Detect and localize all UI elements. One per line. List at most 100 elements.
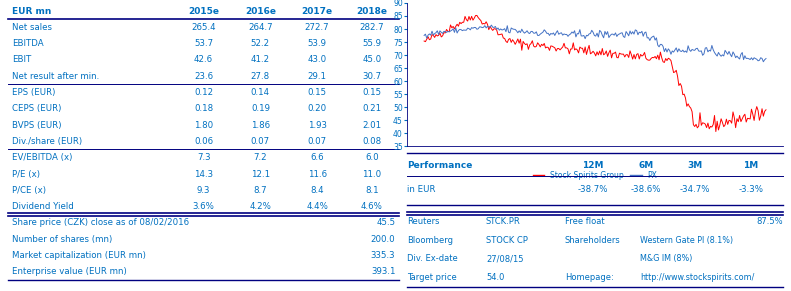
- Text: -3.3%: -3.3%: [739, 185, 763, 194]
- Text: 11.0: 11.0: [362, 170, 381, 178]
- Text: 1M: 1M: [744, 161, 759, 170]
- Text: 27/08/15: 27/08/15: [486, 254, 524, 263]
- Text: Net sales: Net sales: [12, 23, 52, 32]
- Text: 1.80: 1.80: [194, 121, 214, 129]
- Text: 30.7: 30.7: [362, 72, 381, 81]
- Text: 0.06: 0.06: [194, 137, 214, 146]
- Text: 393.1: 393.1: [371, 267, 396, 276]
- Text: 54.0: 54.0: [486, 273, 505, 282]
- Text: 0.20: 0.20: [308, 104, 327, 113]
- Text: -38.7%: -38.7%: [578, 185, 608, 194]
- Text: 8.7: 8.7: [254, 186, 267, 195]
- Text: EUR mn: EUR mn: [12, 7, 51, 15]
- Text: 2016e: 2016e: [245, 7, 276, 15]
- Text: BVPS (EUR): BVPS (EUR): [12, 121, 62, 129]
- Text: 0.21: 0.21: [362, 104, 381, 113]
- Text: P/CE (x): P/CE (x): [12, 186, 46, 195]
- Text: 7.3: 7.3: [197, 153, 210, 162]
- Text: 3.6%: 3.6%: [193, 202, 214, 211]
- Text: 12M: 12M: [582, 161, 604, 170]
- Text: 45.0: 45.0: [362, 56, 381, 64]
- Text: in EUR: in EUR: [407, 185, 436, 194]
- Text: 0.15: 0.15: [362, 88, 381, 97]
- Text: 3M: 3M: [687, 161, 702, 170]
- Text: 335.3: 335.3: [371, 251, 396, 260]
- Text: 0.07: 0.07: [308, 137, 327, 146]
- Text: 8.4: 8.4: [310, 186, 324, 195]
- Text: 27.8: 27.8: [251, 72, 270, 81]
- Text: 2018e: 2018e: [357, 7, 388, 15]
- Text: 264.7: 264.7: [248, 23, 273, 32]
- Text: -34.7%: -34.7%: [679, 185, 710, 194]
- Text: 0.14: 0.14: [251, 88, 270, 97]
- Text: 0.18: 0.18: [194, 104, 214, 113]
- Text: Share price (CZK) close as of 08/02/2016: Share price (CZK) close as of 08/02/2016: [12, 219, 189, 227]
- Text: EBITDA: EBITDA: [12, 39, 44, 48]
- Text: EV/EBITDA (x): EV/EBITDA (x): [12, 153, 72, 162]
- Text: Div./share (EUR): Div./share (EUR): [12, 137, 82, 146]
- Text: Homepage:: Homepage:: [565, 273, 614, 282]
- Text: 2015e: 2015e: [188, 7, 219, 15]
- Text: 0.12: 0.12: [194, 88, 214, 97]
- Text: 6.6: 6.6: [310, 153, 324, 162]
- Text: Number of shares (mn): Number of shares (mn): [12, 235, 112, 244]
- Text: 14.3: 14.3: [194, 170, 214, 178]
- Text: 12.1: 12.1: [251, 170, 270, 178]
- Text: 7.2: 7.2: [254, 153, 267, 162]
- Text: 4.4%: 4.4%: [306, 202, 328, 211]
- Text: 1.93: 1.93: [308, 121, 327, 129]
- Text: 2017e: 2017e: [301, 7, 333, 15]
- Text: EBIT: EBIT: [12, 56, 31, 64]
- Text: STOCK CP: STOCK CP: [486, 235, 528, 244]
- Text: 41.2: 41.2: [251, 56, 270, 64]
- Text: STCK.PR: STCK.PR: [486, 217, 520, 226]
- Text: 11.6: 11.6: [308, 170, 327, 178]
- Text: 87.5%: 87.5%: [756, 217, 783, 226]
- Text: 265.4: 265.4: [191, 23, 216, 32]
- Text: Enterprise value (EUR mn): Enterprise value (EUR mn): [12, 267, 127, 276]
- Text: 53.7: 53.7: [194, 39, 214, 48]
- Text: 282.7: 282.7: [360, 23, 384, 32]
- Text: http://www.stockspirits.com/: http://www.stockspirits.com/: [640, 273, 755, 282]
- Text: EPS (EUR): EPS (EUR): [12, 88, 55, 97]
- Text: 6.0: 6.0: [365, 153, 379, 162]
- Text: 200.0: 200.0: [371, 235, 396, 244]
- Text: Western Gate PI (8.1%): Western Gate PI (8.1%): [640, 235, 733, 244]
- Text: Performance: Performance: [407, 161, 472, 170]
- Text: Shareholders: Shareholders: [565, 235, 621, 244]
- Text: 45.5: 45.5: [377, 219, 396, 227]
- Text: 1.86: 1.86: [251, 121, 270, 129]
- Text: P/E (x): P/E (x): [12, 170, 40, 178]
- Text: 0.19: 0.19: [251, 104, 270, 113]
- Text: 272.7: 272.7: [305, 23, 329, 32]
- Text: Div. Ex-date: Div. Ex-date: [407, 254, 458, 263]
- Text: Target price: Target price: [407, 273, 456, 282]
- Text: Dividend Yield: Dividend Yield: [12, 202, 74, 211]
- Text: Market capitalization (EUR mn): Market capitalization (EUR mn): [12, 251, 146, 260]
- Text: M&G IM (8%): M&G IM (8%): [640, 254, 693, 263]
- Text: 8.1: 8.1: [365, 186, 379, 195]
- Text: Net result after min.: Net result after min.: [12, 72, 99, 81]
- Text: 4.2%: 4.2%: [249, 202, 271, 211]
- Text: 53.9: 53.9: [308, 39, 327, 48]
- Text: 0.07: 0.07: [251, 137, 270, 146]
- Text: 0.15: 0.15: [308, 88, 327, 97]
- Text: 2.01: 2.01: [362, 121, 381, 129]
- Title: 52 weeks: 52 weeks: [572, 0, 619, 2]
- Text: 43.0: 43.0: [308, 56, 327, 64]
- Text: 42.6: 42.6: [194, 56, 214, 64]
- Text: Bloomberg: Bloomberg: [407, 235, 453, 244]
- Text: -38.6%: -38.6%: [630, 185, 661, 194]
- Text: 23.6: 23.6: [194, 72, 214, 81]
- Text: 4.6%: 4.6%: [361, 202, 383, 211]
- Legend: Stock Spirits Group, PX: Stock Spirits Group, PX: [529, 168, 660, 183]
- Text: 55.9: 55.9: [362, 39, 381, 48]
- Text: Free float: Free float: [565, 217, 604, 226]
- Text: CEPS (EUR): CEPS (EUR): [12, 104, 61, 113]
- Text: 9.3: 9.3: [197, 186, 210, 195]
- Text: 0.08: 0.08: [362, 137, 381, 146]
- Text: 52.2: 52.2: [251, 39, 270, 48]
- Text: 29.1: 29.1: [308, 72, 327, 81]
- Text: Reuters: Reuters: [407, 217, 440, 226]
- Text: 6M: 6M: [638, 161, 653, 170]
